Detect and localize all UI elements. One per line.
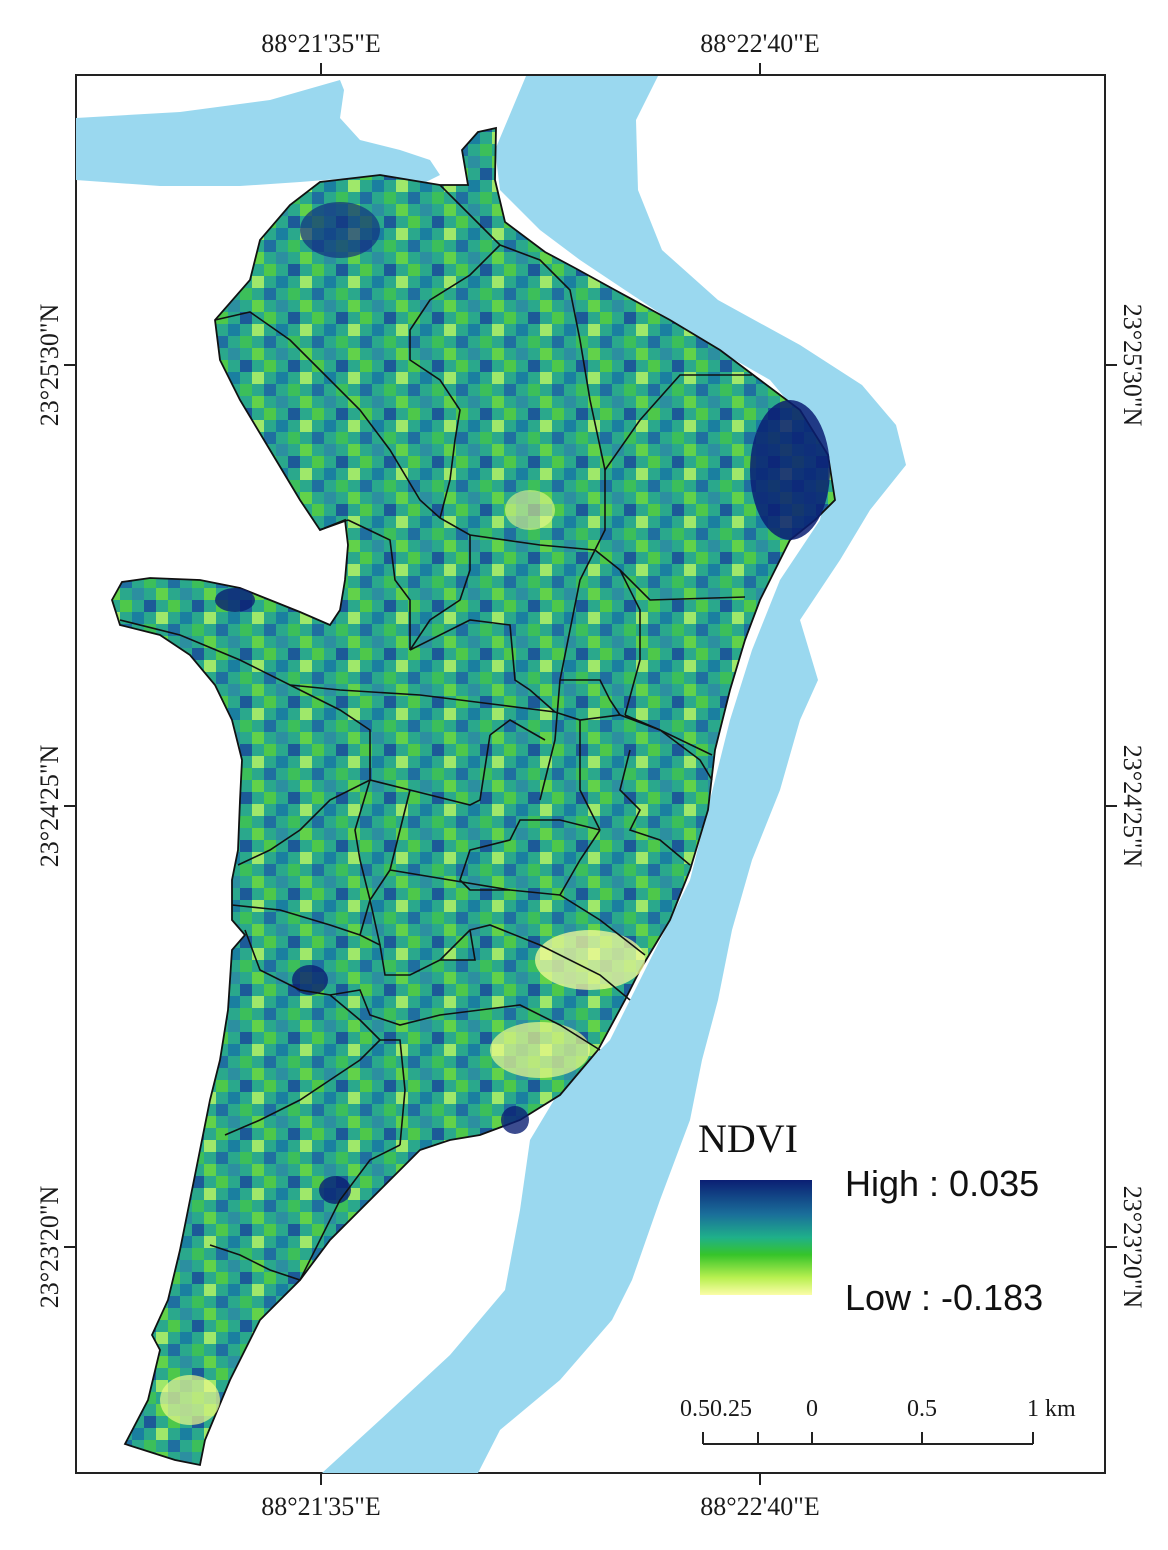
- left-latitude-label-1: 23°25'30"N: [35, 304, 64, 427]
- dark-patch-2: [215, 588, 255, 612]
- right-latitude-label-2: 23°24'25"N: [1118, 745, 1147, 868]
- bright-patch-3: [160, 1375, 220, 1425]
- right-latitude-label-3: 23°23'20"N: [1118, 1186, 1147, 1309]
- ward-boundaries: [119, 184, 752, 1281]
- legend-color-ramp: [700, 1180, 812, 1295]
- river-west-channel: [76, 80, 440, 186]
- scale-label-left: 0.50.25: [680, 1396, 752, 1422]
- bright-patch-4: [505, 490, 555, 530]
- bright-patch-1: [535, 930, 645, 990]
- dark-patch-1: [292, 965, 328, 995]
- legend-high-label: High : 0.035: [845, 1163, 1039, 1204]
- top-longitude-label-2: 88°22'40"E: [700, 29, 820, 58]
- scale-bar: 0.50.25 0 0.5 1 km: [680, 1396, 1076, 1445]
- right-latitude-label-1: 23°25'30"N: [1118, 304, 1147, 427]
- left-latitude-label-3: 23°23'20"N: [35, 1186, 64, 1309]
- dense-vegetation-north: [300, 202, 380, 258]
- legend-title: NDVI: [698, 1116, 798, 1161]
- dense-vegetation-east: [750, 400, 830, 540]
- graticule-ticks: [64, 63, 1117, 1485]
- dark-patch-4: [501, 1106, 529, 1134]
- dark-patch-3: [319, 1176, 351, 1204]
- legend: NDVI High : 0.035 Low : -0.183: [698, 1116, 1043, 1318]
- bottom-longitude-label-2: 88°22'40"E: [700, 1492, 820, 1521]
- left-latitude-label-2: 23°24'25"N: [35, 745, 64, 868]
- river-layer: [76, 76, 906, 1473]
- bright-patch-2: [490, 1022, 590, 1078]
- scale-label-one: 1 km: [1027, 1396, 1076, 1422]
- bottom-longitude-label-1: 88°21'35"E: [261, 1492, 381, 1521]
- legend-low-label: Low : -0.183: [845, 1277, 1043, 1318]
- river-main: [322, 76, 906, 1473]
- scale-label-half: 0.5: [907, 1396, 937, 1422]
- scale-label-zero: 0: [806, 1396, 818, 1422]
- municipality-area: [111, 126, 836, 1467]
- top-longitude-label-1: 88°21'35"E: [261, 29, 381, 58]
